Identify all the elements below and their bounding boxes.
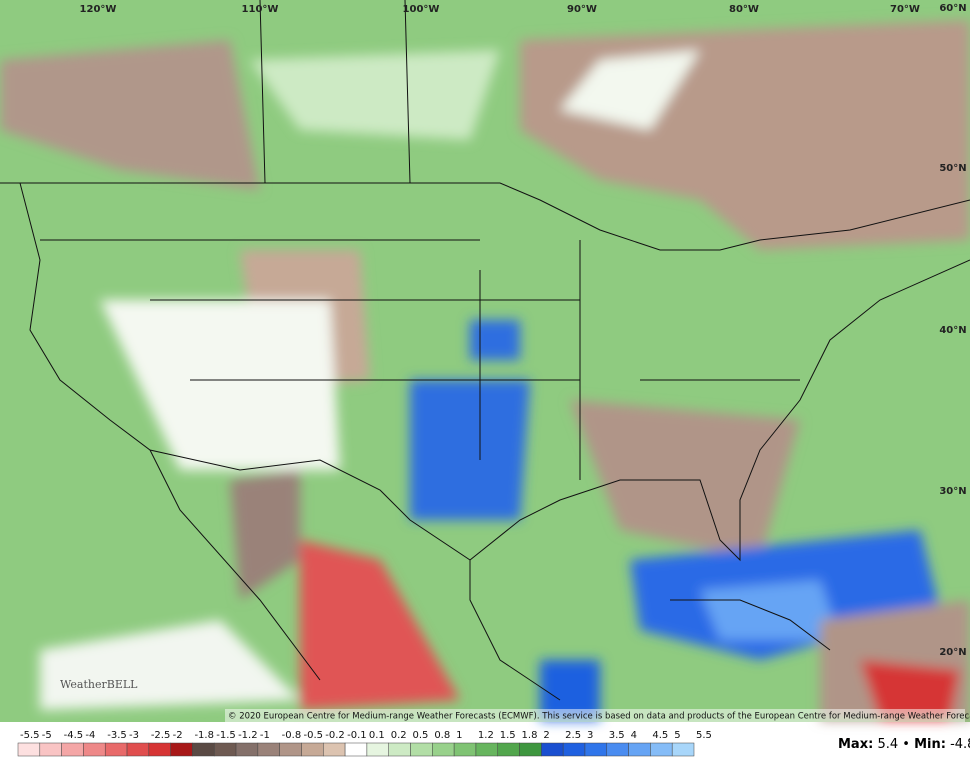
- colorbar-tick: -1.5: [216, 730, 236, 741]
- colorbar-swatch: [170, 742, 193, 757]
- colorbar-swatch: [584, 742, 608, 757]
- map-field: [0, 0, 970, 722]
- colorbar-tick: 3.5: [609, 730, 625, 741]
- colorbar-tick: -2: [173, 730, 183, 741]
- colorbar-tick: 1.5: [500, 730, 516, 741]
- colorbar-tick: 0.5: [413, 730, 429, 741]
- colorbar-tick: 3: [587, 730, 593, 741]
- colorbar-tick: -4.5: [64, 730, 84, 741]
- colorbar-tick: 0.8: [434, 730, 450, 741]
- colorbar-tick: -2.5: [151, 730, 171, 741]
- colorbar-tick: 5: [674, 730, 680, 741]
- colorbar-tick: -0.2: [325, 730, 345, 741]
- colorbar-swatch: [83, 742, 106, 757]
- colorbar-swatch: [475, 742, 498, 757]
- colorbar-swatch: [17, 742, 41, 757]
- colorbar-tick: -1: [260, 730, 270, 741]
- latitude-label: 50°N: [939, 163, 966, 174]
- colorbar-tick: -5.5: [20, 730, 40, 741]
- map-labels: 120°W 110°W 100°W 90°W 80°W 70°W 60°N 50°N 40°N 3…: [80, 3, 967, 658]
- colorbar-swatch: [192, 742, 215, 757]
- latitude-label: 20°N: [939, 647, 966, 658]
- colorbar-swatch: [606, 742, 629, 757]
- stats: Max: 5.4 • Min: -4.8: [838, 737, 970, 752]
- colorbar-swatch: [497, 742, 520, 757]
- longitude-label: 110°W: [242, 4, 279, 15]
- colorbar-swatch: [235, 742, 259, 757]
- colorbar-swatch: [388, 742, 411, 757]
- longitude-label: 90°W: [567, 4, 597, 15]
- colorbar-tick: 1: [456, 730, 462, 741]
- longitude-label: 80°W: [729, 4, 759, 15]
- latitude-label: 30°N: [939, 486, 966, 497]
- colorbar-tick: -0.8: [282, 730, 302, 741]
- colorbar-swatch: [39, 742, 62, 757]
- colorbar-tick: -0.1: [347, 730, 367, 741]
- colorbar-tick: 5.5: [696, 730, 712, 741]
- colorbar-tick: -1.2: [238, 730, 258, 741]
- colorbar-swatch: [671, 742, 695, 757]
- colorbar-tick: 1.8: [522, 730, 538, 741]
- max-label: Max:: [838, 737, 873, 752]
- colorbar-swatch: [148, 742, 171, 757]
- colorbar-swatch: [410, 742, 433, 757]
- colorbar-swatch: [214, 742, 237, 757]
- copyright: © 2020 European Centre for Medium-range …: [228, 712, 970, 722]
- colorbar-tick: -3.5: [107, 730, 127, 741]
- colorbar-swatch: [301, 742, 324, 757]
- colorbar-swatch: [126, 742, 150, 757]
- colorbar-swatch: [432, 742, 455, 757]
- copyright-backdrop: [225, 709, 965, 722]
- colorbar-tick: -5: [42, 730, 52, 741]
- colorbar-swatch: [323, 742, 346, 757]
- colorbar-swatch: [104, 742, 128, 757]
- colorbar-tick: -3: [129, 730, 139, 741]
- colorbar-swatch: [628, 742, 651, 757]
- colorbar-tick: -1.8: [194, 730, 214, 741]
- longitude-label: 70°W: [890, 4, 920, 15]
- colorbar-tick: -0.5: [303, 730, 323, 741]
- colorbar-tick: 0.2: [391, 730, 407, 741]
- min-value: -4.8: [950, 737, 970, 752]
- colorbar-tick: -4: [85, 730, 95, 741]
- separator: •: [902, 737, 910, 752]
- colorbar-tick: 4: [631, 730, 637, 741]
- colorbar-swatch: [453, 742, 477, 757]
- colorbar-tick: 2: [543, 730, 549, 741]
- colorbar-swatch: [650, 742, 673, 757]
- longitude-label: 120°W: [80, 4, 117, 15]
- colorbar-swatch: [61, 742, 84, 757]
- colorbar-swatch: [344, 742, 368, 757]
- latitude-label: 40°N: [939, 325, 966, 336]
- colorbar-tick: 2.5: [565, 730, 581, 741]
- colorbar-swatch: [257, 742, 280, 757]
- latitude-label: 60°N: [939, 3, 966, 14]
- colorbar-swatch: [562, 742, 586, 757]
- colorbar-swatch: [279, 742, 302, 757]
- colorbar: -5.5 -5 -4.5 -4 -3.5 -3 -2.5 -2 -1.8 -1.5 -1.2 -1 -0…: [17, 730, 712, 757]
- colorbar-tick: 1.2: [478, 730, 494, 741]
- min-label: Min:: [914, 737, 946, 752]
- max-value: 5.4: [877, 737, 898, 752]
- logo: WeatherBELL: [60, 678, 138, 691]
- colorbar-swatch: [366, 742, 389, 757]
- colorbar-tick: 4.5: [652, 730, 668, 741]
- longitude-label: 100°W: [403, 4, 440, 15]
- colorbar-swatch: [519, 742, 542, 757]
- colorbar-tick: 0.1: [369, 730, 385, 741]
- colorbar-swatch: [541, 742, 564, 757]
